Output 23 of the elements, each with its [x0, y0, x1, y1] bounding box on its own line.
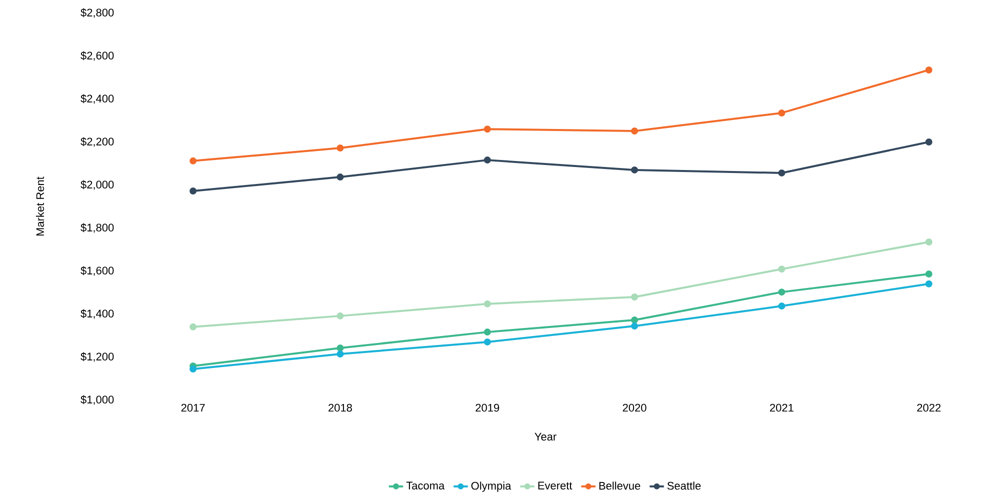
- y-tick-label: $2,600: [80, 51, 114, 61]
- x-tick-label: 2020: [622, 404, 646, 412]
- x-tick-label: 2018: [328, 404, 352, 412]
- y-tick-label: $2,000: [80, 180, 114, 190]
- y-tick-label: $1,200: [80, 352, 114, 362]
- y-tick-label: $2,800: [80, 8, 114, 18]
- x-tick-label: 2021: [770, 404, 794, 412]
- y-axis-title: Market Rent: [36, 176, 44, 236]
- legend-label: Everett: [538, 482, 572, 490]
- legend-label: Seattle: [667, 482, 701, 490]
- y-tick-label: $1,400: [80, 309, 114, 319]
- y-tick-label: $1,800: [80, 223, 114, 233]
- x-tick-label: 2022: [917, 404, 941, 412]
- legend-label: Tacoma: [406, 482, 445, 490]
- y-tick-label: $2,200: [80, 137, 114, 147]
- x-tick-label: 2019: [476, 404, 500, 412]
- x-tick-label: 2017: [181, 404, 205, 412]
- y-tick-label: $1,000: [80, 395, 114, 405]
- y-tick-label: $2,400: [80, 94, 114, 104]
- legend-label: Olympia: [471, 482, 512, 492]
- legend-label: Bellevue: [599, 482, 640, 490]
- x-axis-title: Year: [534, 432, 556, 441]
- y-tick-label: $1,600: [80, 266, 114, 276]
